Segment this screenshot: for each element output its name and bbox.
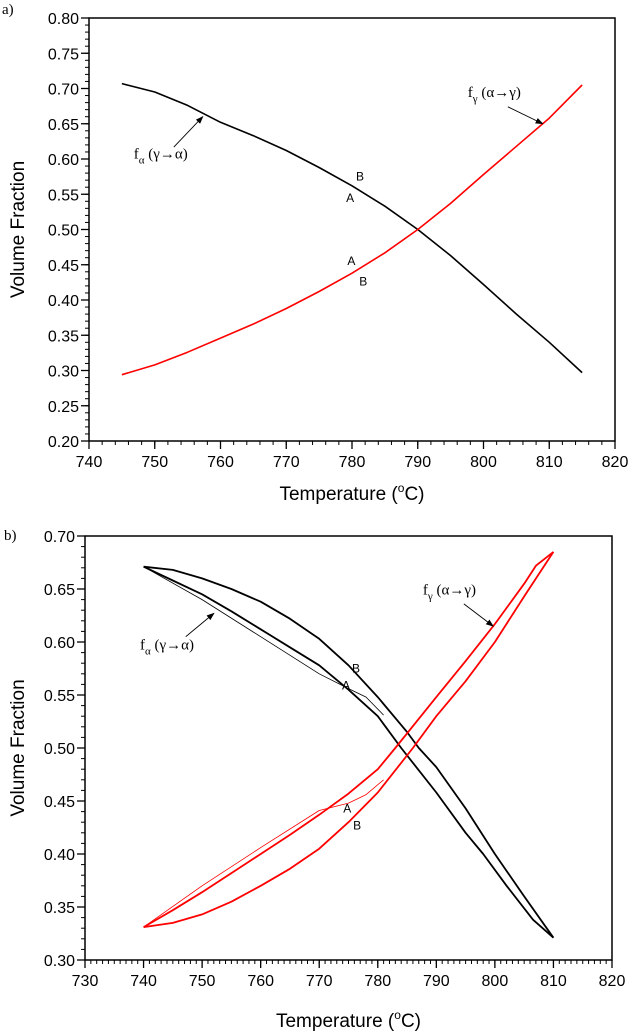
- point-label: A: [343, 801, 351, 815]
- x-tick-label: 800: [482, 973, 509, 990]
- series-line-2: [143, 566, 384, 716]
- point-label: B: [352, 662, 360, 676]
- y-tick-label: 0.35: [48, 328, 79, 345]
- annotation-transition: (α→γ): [433, 582, 476, 598]
- y-tick-label: 0.30: [48, 364, 79, 381]
- y-tick-label: 0.55: [44, 688, 75, 705]
- x-axis-title-degree: o: [398, 481, 405, 495]
- x-tick-label: 770: [273, 454, 300, 471]
- y-tick-label: 0.35: [44, 900, 75, 917]
- annotation-subscript: γ: [427, 590, 433, 602]
- y-axis-title: Volume Fraction: [8, 679, 29, 816]
- series-line-0: [143, 565, 555, 939]
- annotation-arrow: [463, 603, 494, 627]
- annotation-f: f: [140, 637, 145, 653]
- x-tick-label: 780: [339, 454, 366, 471]
- x-tick-label: 820: [599, 973, 626, 990]
- x-tick-label: 810: [540, 973, 567, 990]
- y-tick-label: 0.75: [48, 46, 79, 63]
- point-label: A: [346, 191, 354, 205]
- x-axis-title: Temperature (oC): [276, 1008, 421, 1032]
- y-tick-label: 0.50: [44, 741, 75, 758]
- x-tick-label: 750: [189, 973, 216, 990]
- x-tick-label: 800: [470, 454, 497, 471]
- point-label: B: [356, 170, 364, 184]
- y-tick-label: 0.55: [48, 187, 79, 204]
- y-tick-label: 0.80: [48, 11, 79, 28]
- annotation-subscript: α: [145, 645, 151, 657]
- annotation-transition: (γ→α): [144, 146, 187, 162]
- point-label: B: [359, 275, 367, 289]
- annotation-f: f: [134, 146, 139, 162]
- annotation-arrow: [185, 612, 215, 638]
- x-tick-label: 740: [76, 454, 103, 471]
- panel-label: a): [2, 2, 14, 18]
- y-tick-label: 0.70: [44, 529, 75, 546]
- y-tick-label: 0.60: [44, 635, 75, 652]
- series-line-5: [143, 779, 384, 928]
- series-line-4: [143, 551, 554, 928]
- x-tick-label: 760: [247, 973, 274, 990]
- annotation-transition: (γ→α): [151, 637, 194, 653]
- x-tick-label: 730: [72, 973, 99, 990]
- y-tick-label: 0.45: [44, 794, 75, 811]
- series-line-0: [121, 82, 583, 374]
- panel-b-chart: b) 730 740 750 760 770 780 790 800 810 820 0.30 0.35…: [4, 528, 625, 1032]
- y-tick-label: 0.40: [44, 847, 75, 864]
- panel-label: b): [4, 528, 17, 544]
- point-label: A: [342, 678, 350, 692]
- annotation-f: f: [468, 85, 473, 101]
- x-tick-label: 740: [130, 973, 157, 990]
- x-tick-label: 790: [404, 454, 431, 471]
- y-tick-label: 0.60: [48, 152, 79, 169]
- y-tick-label: 0.30: [44, 953, 75, 970]
- annotation-label: fα (γ→α): [140, 637, 194, 657]
- y-tick-label: 0.45: [48, 258, 79, 275]
- x-tick-label: 750: [141, 454, 168, 471]
- annotation-label: fγ (α→γ): [468, 85, 521, 105]
- x-axis-title-unit: C): [401, 1011, 421, 1032]
- plot-frame: [88, 17, 616, 442]
- annotation-transition: (α→γ): [478, 85, 521, 101]
- x-axis-title-degree: o: [394, 1008, 401, 1022]
- y-tick-label: 0.20: [48, 434, 79, 451]
- x-tick-label: 760: [207, 454, 234, 471]
- series-line-1: [121, 84, 583, 376]
- y-tick-label: 0.70: [48, 82, 79, 99]
- y-tick-label: 0.25: [48, 399, 79, 416]
- annotation-f: f: [423, 582, 428, 598]
- series-line-1: [143, 565, 554, 939]
- x-tick-label: 820: [602, 454, 629, 471]
- y-tick-label: 0.65: [48, 117, 79, 134]
- series-line-3: [143, 551, 555, 928]
- y-tick-label: 0.65: [44, 582, 75, 599]
- x-tick-label: 790: [423, 973, 450, 990]
- annotation-label: fα (γ→α): [134, 146, 188, 166]
- x-tick-label: 780: [364, 973, 391, 990]
- annotation-subscript: γ: [472, 93, 478, 105]
- annotation-subscript: α: [139, 154, 145, 166]
- panel-a-chart: a) 740 750 760 770 780 790 800 810 820 0.20 0.25 0.3…: [2, 2, 628, 505]
- x-axis-title-text: Temperature (: [279, 484, 398, 505]
- x-axis-title-unit: C): [404, 484, 424, 505]
- point-label: B: [353, 818, 361, 832]
- x-axis-title: Temperature (oC): [279, 481, 424, 505]
- y-tick-label: 0.50: [48, 223, 79, 240]
- annotation-label: fγ (α→γ): [423, 582, 476, 602]
- x-tick-label: 810: [536, 454, 563, 471]
- y-axis-title: Volume Fraction: [8, 161, 29, 298]
- annotation-arrow: [507, 106, 544, 125]
- point-label: A: [347, 254, 355, 268]
- x-axis-title-text: Temperature (: [276, 1011, 395, 1032]
- x-tick-label: 770: [306, 973, 333, 990]
- annotation-arrow: [173, 115, 204, 148]
- plot-frame: [84, 535, 613, 961]
- y-tick-label: 0.40: [48, 293, 79, 310]
